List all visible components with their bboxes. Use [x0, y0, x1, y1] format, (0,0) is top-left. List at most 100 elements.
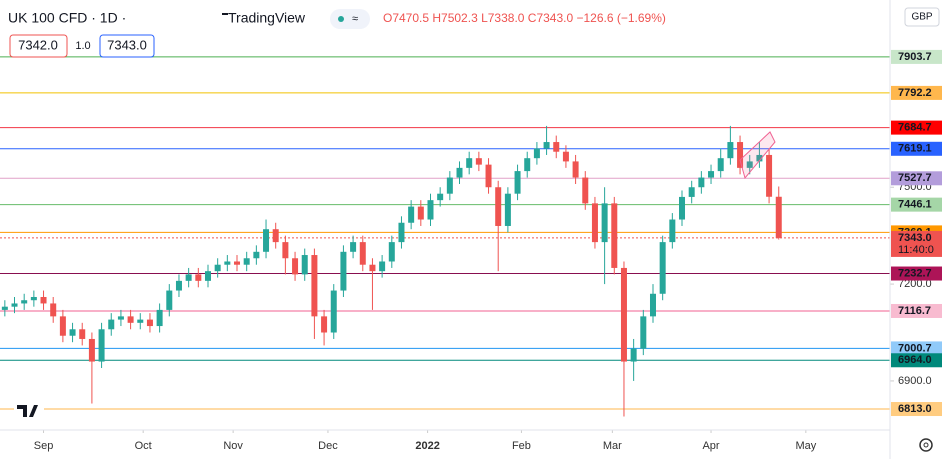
candle-body [292, 258, 299, 275]
level-label: 6964.0 [898, 354, 932, 366]
level-label-bg [891, 171, 942, 186]
time-tick-label: May [795, 440, 816, 452]
sell-button[interactable] [9, 34, 68, 58]
ohlc-values: O7470.5 H7502.3 L7338.0 C7343.0 −126.6 (… [383, 11, 666, 25]
level-label-bg [891, 341, 942, 356]
candle-body [311, 255, 318, 317]
candle-body [214, 264, 221, 272]
candle-body [253, 251, 260, 259]
candle-body [359, 242, 366, 265]
price-tick-label: 7200.0 [898, 278, 932, 290]
status-toggle[interactable] [330, 9, 370, 29]
candle-body [485, 164, 492, 188]
time-tick-label: Apr [702, 440, 719, 452]
status-dot [338, 16, 344, 22]
candle-body [475, 158, 482, 165]
level-label: 7343.0 [898, 232, 932, 244]
candle-body [640, 316, 647, 349]
candle-body [708, 171, 715, 178]
logo [14, 400, 44, 422]
currency-button[interactable] [904, 7, 940, 27]
candle-body [669, 219, 676, 243]
candle-body [582, 177, 589, 204]
candle-body [350, 242, 357, 252]
candle-body [156, 309, 163, 327]
candle-body [524, 158, 531, 172]
time-tick-label: Sep [34, 440, 54, 452]
candle-body [766, 154, 773, 197]
candle-body [630, 348, 637, 362]
candle-body [137, 319, 144, 323]
candle-body [543, 142, 550, 149]
candle-body [495, 187, 502, 226]
candle-body [108, 319, 115, 330]
level-label: 7684.7 [898, 122, 932, 134]
candle-body [727, 142, 734, 159]
level-label-bg [891, 141, 942, 156]
level-label: 6813.0 [898, 403, 932, 415]
candle-body [659, 242, 666, 294]
candle-body [446, 177, 453, 194]
settings-icon[interactable] [919, 438, 933, 452]
wedge-drawing [739, 131, 776, 180]
status-icon: ≈ [352, 13, 358, 25]
candle-body [263, 229, 270, 252]
candle-body [79, 329, 86, 339]
level-label-bg [891, 120, 942, 135]
candle-body [756, 154, 763, 162]
candle-body [679, 196, 686, 220]
level-label: 7232.7 [898, 267, 932, 279]
candle-body [69, 329, 76, 336]
candle-body [649, 293, 656, 317]
sell-price: 7342.0 [18, 37, 58, 52]
level-label-bg [891, 197, 942, 212]
candle-body [688, 187, 695, 197]
spread: 1.0 [75, 40, 90, 52]
candle-body [40, 296, 47, 304]
level-label: 7116.7 [898, 305, 931, 317]
symbol: UK 100 CFD · 1D · [8, 10, 126, 26]
candle-body [282, 242, 289, 259]
time-tick-label: 2022 [415, 440, 439, 452]
level-label-bg [891, 266, 942, 281]
candle-body [30, 296, 37, 301]
level-label-bg [891, 85, 942, 100]
candle-body [388, 242, 395, 262]
level-label-bg [891, 49, 942, 64]
candle-body [775, 196, 782, 238]
level-label: 7792.2 [898, 87, 932, 99]
candle-body [504, 193, 511, 226]
candle-body [272, 229, 279, 243]
candle-body [379, 261, 386, 272]
candle-body [59, 316, 66, 336]
buy-button[interactable] [99, 34, 155, 58]
candle-body [301, 255, 308, 275]
candle-body [466, 158, 473, 168]
candle-body [1, 306, 8, 310]
candle-body [398, 222, 405, 243]
candle-body [514, 171, 521, 194]
brand: TradingView [228, 10, 306, 26]
buy-price: 7343.0 [107, 37, 147, 52]
candle-body [175, 280, 182, 291]
candle-body [146, 319, 153, 327]
candle-body [204, 271, 211, 281]
candle-body [98, 329, 105, 362]
level-label: 7903.7 [898, 51, 932, 63]
candle-body [321, 316, 328, 333]
level-label: 7000.7 [898, 342, 932, 354]
level-label-bg [891, 402, 942, 417]
level-label-bg [891, 303, 942, 318]
brand-mark [222, 13, 228, 15]
candle-body [21, 300, 28, 304]
countdown: 11:40:0 [898, 244, 934, 256]
candle-body [611, 203, 618, 268]
candle-body [737, 142, 744, 168]
candle-body [746, 161, 753, 168]
candle-body [243, 258, 250, 265]
candle-body [330, 290, 337, 333]
candle-body [369, 264, 376, 272]
